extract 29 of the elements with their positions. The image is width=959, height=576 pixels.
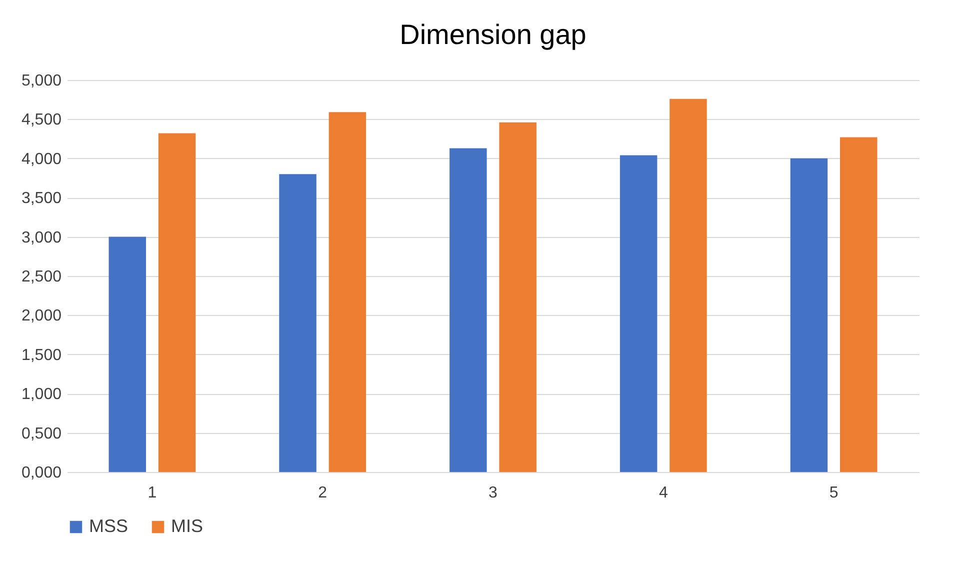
bar <box>108 236 146 472</box>
bar <box>450 148 487 472</box>
y-tick-label: 1,000 <box>21 386 62 404</box>
bar <box>840 137 878 472</box>
bar <box>328 112 366 472</box>
legend-label: MSS <box>89 516 128 536</box>
x-tick-label: 5 <box>829 484 838 502</box>
x-tick-label: 2 <box>318 484 328 502</box>
legend-label: MIS <box>171 516 204 536</box>
y-tick-label: 1,500 <box>21 346 62 364</box>
x-tick-label: 1 <box>148 484 157 502</box>
y-tick-label: 2,500 <box>21 268 62 286</box>
bar <box>620 155 658 472</box>
x-tick-label: 3 <box>488 484 498 502</box>
bar <box>670 98 707 472</box>
bar <box>158 133 196 472</box>
bar <box>499 122 536 472</box>
y-tick-label: 3,000 <box>21 229 62 246</box>
y-tick-label: 5,000 <box>21 72 62 90</box>
bar <box>790 158 828 472</box>
chart-title: Dimension gap <box>400 19 586 50</box>
y-tick-label: 4,500 <box>21 112 62 129</box>
y-tick-label: 0,500 <box>21 425 62 442</box>
y-tick-label: 0,000 <box>21 464 62 482</box>
y-tick-label: 4,000 <box>21 150 62 168</box>
bar <box>279 174 316 472</box>
x-tick-label: 4 <box>658 484 668 502</box>
y-tick-label: 3,500 <box>21 190 62 208</box>
y-tick-label: 2,000 <box>21 308 62 325</box>
